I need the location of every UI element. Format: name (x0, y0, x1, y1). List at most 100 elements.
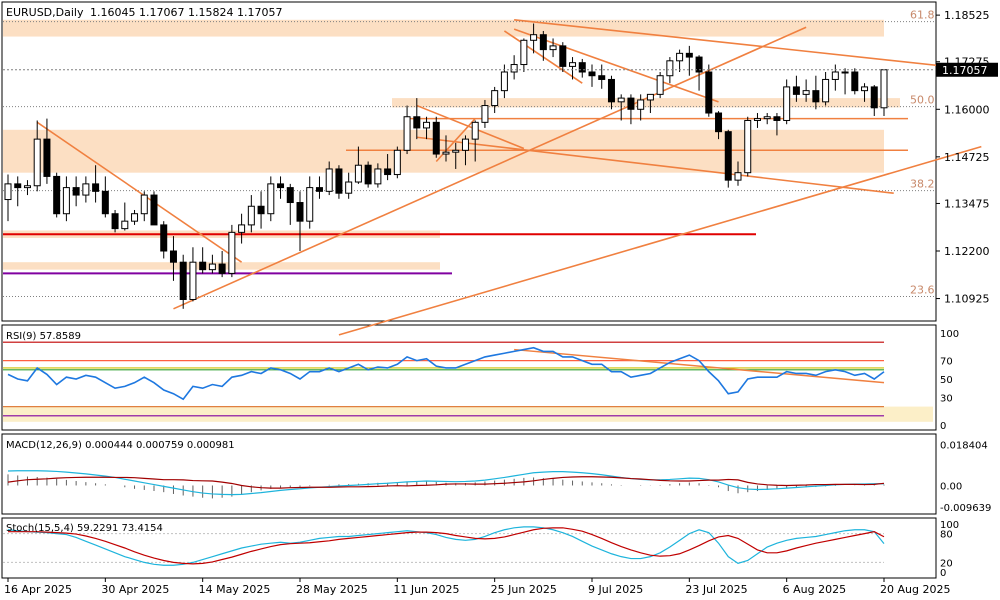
rsi-tick-label: 100 (940, 329, 959, 340)
trendline (416, 104, 525, 150)
stoch-line (8, 527, 885, 565)
trendline (36, 121, 243, 263)
trendline (416, 136, 894, 194)
candle-body (598, 75, 606, 80)
candle-body (169, 250, 177, 263)
macd-line (7, 476, 885, 489)
x-tick-label: 11 Jun 2025 (393, 583, 459, 596)
candle-body (705, 71, 713, 114)
macd-tick-label: 0.00 (940, 481, 962, 492)
stoch-tick-label: 20 (940, 558, 953, 569)
x-tick-label: 28 May 2025 (296, 583, 368, 596)
price-zone (392, 98, 900, 108)
candle-body (277, 183, 285, 189)
candle-body (607, 78, 615, 103)
trendline (338, 145, 982, 336)
price-tick-label: 1.14725 (944, 151, 990, 164)
price-zone (3, 19, 884, 37)
candle-body (160, 224, 168, 252)
candle-body (812, 90, 820, 103)
price-tick-label: 1.17275 (944, 56, 990, 69)
fib-level-label: 38.2 (910, 178, 935, 191)
rsi-title: RSI(9) 57.8589 (6, 331, 81, 342)
candle-body (403, 116, 411, 151)
candle-body (861, 86, 869, 92)
candle-body (228, 231, 236, 274)
candle-body (656, 75, 664, 95)
candle-body (286, 187, 294, 204)
candle-body (627, 97, 635, 110)
rsi-trendline (514, 348, 885, 384)
candle-body (461, 138, 469, 151)
x-tick-label: 30 Apr 2025 (101, 583, 169, 596)
candle-body (306, 187, 314, 222)
candle-body (92, 183, 100, 192)
candle-body (189, 261, 197, 300)
candle-body (695, 56, 703, 73)
trendline (513, 28, 719, 103)
candle-body (364, 164, 372, 185)
macd-layer (7, 470, 885, 499)
fib-level-label: 61.8 (910, 9, 935, 22)
candle-body (374, 168, 382, 185)
candle-body (452, 149, 460, 153)
candle-body (753, 118, 761, 121)
trendline (514, 18, 982, 71)
rsi-pane (1, 324, 937, 431)
candle-body (520, 39, 528, 66)
price-ohlc: 1.16045 1.17067 1.15824 1.17057 (90, 6, 282, 19)
candle-body (724, 131, 732, 181)
candle-body (384, 168, 392, 176)
stoch-tick-label: 80 (940, 530, 953, 541)
x-tick-label: 20 Aug 2025 (880, 583, 950, 596)
fib-level-label: 50.0 (910, 94, 935, 107)
candle-body (783, 86, 791, 121)
candle-body (218, 263, 226, 274)
candle-body (831, 71, 839, 80)
price-tick-label: 1.18525 (944, 9, 990, 22)
candle-body (413, 116, 421, 129)
price-tick-label: 1.16000 (944, 103, 990, 116)
candle-body (646, 93, 654, 101)
candle-body (802, 90, 810, 95)
stoch-pane (1, 517, 937, 579)
candle-body (101, 190, 109, 215)
x-tick-label: 23 Jul 2025 (685, 583, 747, 596)
candle-body (880, 69, 888, 109)
candle-body (569, 62, 577, 67)
stoch-tick-label: 100 (940, 520, 959, 531)
candle-body (150, 194, 158, 226)
candle-body (199, 261, 207, 271)
macd-pane (1, 433, 937, 515)
candle-body (510, 64, 518, 73)
candle-body (140, 194, 148, 215)
candle-body (851, 71, 859, 92)
candle-body (442, 151, 450, 155)
candle-body (4, 183, 12, 201)
candle-body (72, 187, 80, 196)
candle-body (549, 45, 557, 51)
x-tick-label: 9 Jul 2025 (588, 583, 643, 596)
candle-body (121, 220, 129, 230)
candle-body (423, 121, 431, 129)
macd-line (7, 470, 885, 496)
rsi-tick-label: 50 (940, 375, 953, 386)
candle-body (354, 164, 362, 183)
candle-body (715, 112, 723, 133)
stoch-title: Stoch(15,5,4) 59.2291 73.4154 (6, 523, 163, 534)
rsi-tick-label: 70 (940, 357, 953, 368)
candle-body (131, 213, 139, 222)
trendline (173, 26, 807, 310)
macd-tick-label: -0.009639 (940, 503, 991, 514)
candle-body (744, 119, 752, 174)
candle-body (267, 183, 275, 215)
price-tick-label: 1.10925 (944, 293, 990, 306)
macd-tick-label: 0.018404 (940, 440, 988, 451)
candle-body (111, 213, 119, 230)
candle-body (491, 90, 499, 107)
candle-body (53, 175, 61, 215)
x-tick-label: 6 Aug 2025 (783, 583, 846, 596)
candle-body (841, 71, 849, 74)
candle-body (822, 78, 830, 103)
candle-body (773, 116, 781, 121)
